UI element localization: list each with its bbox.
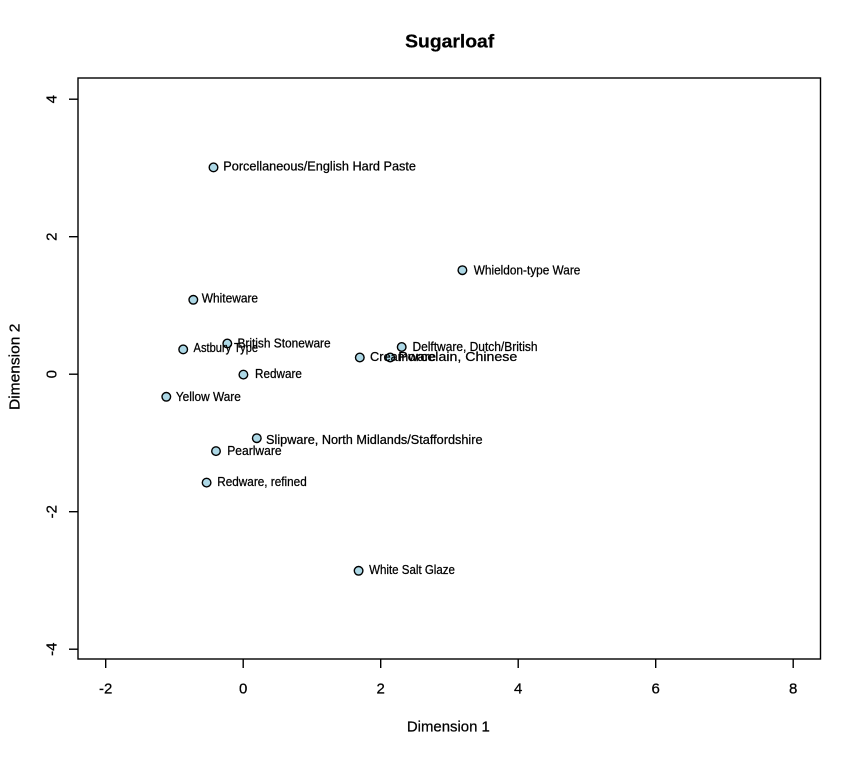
svg-text:Creamware: Creamware: [370, 350, 436, 364]
svg-text:Porcelain, Chinese: Porcelain, Chinese: [398, 350, 517, 364]
svg-text:Redware, refined: Redware, refined: [217, 475, 307, 489]
svg-text:-2: -2: [99, 681, 112, 698]
svg-text:-2: -2: [43, 505, 60, 518]
svg-text:Slipware, North Midlands/Staff: Slipware, North Midlands/Staffordshire: [266, 433, 483, 447]
svg-text:Porcellaneous/English Hard Pas: Porcellaneous/English Hard Paste: [223, 160, 416, 174]
svg-text:6: 6: [652, 681, 660, 698]
svg-text:4: 4: [514, 681, 522, 698]
svg-text:Sugarloaf: Sugarloaf: [405, 31, 495, 52]
svg-text:-4: -4: [43, 643, 60, 656]
svg-text:4: 4: [43, 95, 60, 103]
svg-text:Yellow Ware: Yellow Ware: [176, 390, 241, 404]
svg-text:Redware: Redware: [255, 367, 302, 381]
svg-text:2: 2: [377, 681, 385, 698]
svg-text:Whieldon-type Ware: Whieldon-type Ware: [474, 263, 581, 277]
svg-text:Whiteware: Whiteware: [202, 292, 258, 306]
svg-text:0: 0: [43, 370, 60, 378]
svg-text:2: 2: [43, 233, 60, 241]
svg-text:8: 8: [789, 681, 797, 698]
svg-text:Pearlware: Pearlware: [227, 444, 281, 458]
svg-text:Delftware, Dutch/British: Delftware, Dutch/British: [412, 340, 537, 354]
svg-text:Dimension 2: Dimension 2: [7, 324, 24, 410]
svg-text:0: 0: [239, 681, 247, 698]
svg-text:Dimension 1: Dimension 1: [407, 718, 490, 735]
svg-text:British Stoneware: British Stoneware: [237, 336, 330, 350]
svg-text:Astbury Type: Astbury Type: [194, 341, 259, 355]
svg-text:White Salt Glaze: White Salt Glaze: [369, 563, 455, 577]
